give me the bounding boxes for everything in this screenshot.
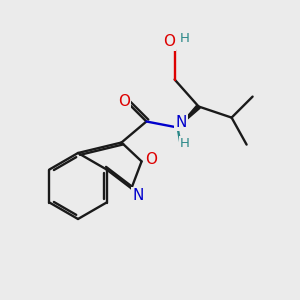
Text: H: H [180,137,190,150]
Text: O: O [118,94,130,110]
Polygon shape [178,105,200,128]
Text: N: N [132,188,144,203]
Text: O: O [145,152,157,167]
Text: H: H [179,32,189,46]
Text: N: N [176,115,187,130]
Text: O: O [163,34,175,50]
